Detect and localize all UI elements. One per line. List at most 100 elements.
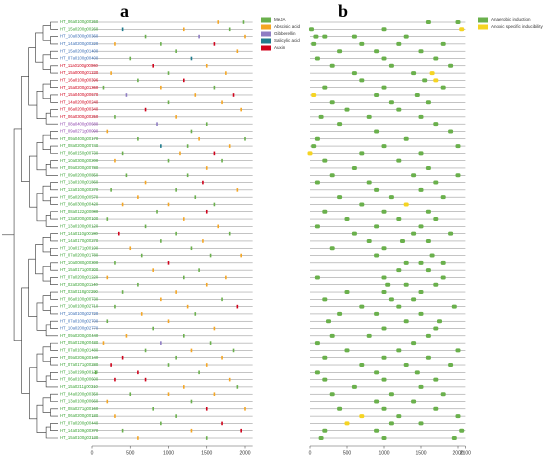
tree-branch bbox=[50, 131, 58, 140]
element-mark bbox=[322, 158, 328, 163]
gene-label: HT_10a0200g02770 bbox=[60, 326, 99, 331]
gene-label: HT_15a0200g00260 bbox=[60, 26, 99, 31]
element-mark bbox=[213, 392, 216, 397]
element-mark bbox=[175, 115, 177, 119]
element-mark bbox=[322, 428, 328, 433]
tree-branch bbox=[42, 54, 51, 70]
element-mark bbox=[374, 253, 380, 258]
tree-branch bbox=[50, 109, 58, 118]
element-mark bbox=[381, 326, 387, 331]
gene-label: HT_06a0200g00180 bbox=[60, 413, 99, 418]
element-mark bbox=[396, 158, 402, 163]
element-mark bbox=[160, 42, 162, 46]
tree-branch bbox=[50, 80, 58, 88]
element-mark bbox=[125, 93, 128, 97]
element-mark bbox=[351, 34, 357, 39]
element-mark bbox=[344, 290, 350, 295]
element-mark bbox=[213, 85, 216, 90]
gene-label: HT_03a0118g02290 bbox=[60, 289, 99, 294]
tree-branch bbox=[36, 302, 47, 331]
element-mark bbox=[322, 355, 328, 360]
gene-label: HT_13a0100g00120 bbox=[60, 223, 99, 228]
element-mark bbox=[194, 93, 197, 97]
element-mark bbox=[374, 187, 380, 192]
tree-branch bbox=[45, 164, 58, 176]
element-mark bbox=[190, 246, 193, 251]
element-mark bbox=[329, 333, 335, 338]
element-mark bbox=[418, 114, 424, 119]
element-mark bbox=[144, 377, 147, 382]
gene-label: HT_10a0300g00360 bbox=[60, 34, 99, 39]
gene-label: HT_07a0100g00400 bbox=[60, 56, 99, 61]
element-mark bbox=[359, 202, 365, 207]
tree-branch bbox=[36, 193, 47, 222]
gene-label: HT_09a0200g00850 bbox=[60, 172, 99, 177]
element-mark bbox=[418, 260, 424, 265]
gene-label: HT_15a0211g00310 bbox=[60, 384, 99, 389]
element-mark bbox=[232, 93, 235, 97]
element-mark bbox=[308, 27, 314, 32]
element-mark bbox=[322, 34, 328, 39]
tree-branch bbox=[50, 196, 58, 205]
element-mark bbox=[329, 392, 335, 397]
element-mark bbox=[381, 144, 387, 149]
element-mark bbox=[121, 202, 124, 207]
element-mark bbox=[190, 399, 193, 404]
element-mark bbox=[425, 165, 431, 170]
element-mark bbox=[152, 268, 154, 272]
gene-label: HT_06a0100g00600 bbox=[60, 377, 99, 382]
element-mark bbox=[240, 107, 242, 112]
element-mark bbox=[114, 261, 116, 265]
element-mark bbox=[459, 428, 465, 433]
tree-branch bbox=[45, 324, 58, 337]
tree-branch bbox=[50, 342, 58, 351]
element-mark bbox=[311, 92, 317, 97]
element-mark bbox=[175, 188, 177, 192]
element-mark bbox=[167, 202, 170, 207]
gene-label: HT_04a0200g00350 bbox=[60, 391, 99, 396]
gene-label: HT_14a0200g00240 bbox=[60, 99, 99, 104]
element-mark bbox=[429, 71, 435, 76]
element-mark bbox=[448, 231, 454, 236]
element-mark bbox=[388, 63, 394, 68]
element-mark bbox=[425, 238, 431, 243]
tree-branch bbox=[42, 266, 51, 282]
gene-label: HT_09a0400g00170 bbox=[60, 136, 99, 141]
element-mark bbox=[318, 436, 324, 440]
element-mark bbox=[175, 414, 177, 418]
element-mark bbox=[322, 297, 328, 302]
element-mark bbox=[221, 421, 223, 426]
gene-label: HT_09a0200g00440 bbox=[60, 333, 99, 338]
element-mark bbox=[314, 341, 320, 346]
element-mark bbox=[311, 144, 317, 149]
gene-label: HT_10a0100g02720 bbox=[60, 311, 99, 316]
element-mark bbox=[381, 355, 387, 360]
element-mark bbox=[322, 377, 328, 382]
element-mark bbox=[213, 42, 216, 46]
tree-branch bbox=[50, 262, 58, 271]
element-mark bbox=[314, 56, 320, 61]
element-mark bbox=[374, 92, 380, 97]
gene-label: HT_14a0200g00220 bbox=[60, 41, 99, 46]
element-mark bbox=[440, 85, 446, 90]
element-mark bbox=[411, 341, 417, 346]
element-mark bbox=[337, 406, 343, 411]
element-mark bbox=[425, 209, 431, 214]
legend-swatch bbox=[478, 17, 488, 23]
tree-branch bbox=[29, 155, 37, 208]
tree-branch bbox=[29, 367, 37, 420]
element-mark bbox=[175, 290, 177, 294]
tree-branch bbox=[50, 50, 58, 59]
element-mark bbox=[314, 136, 320, 141]
element-mark bbox=[374, 428, 380, 433]
gene-label: HT_16a0100g00396 bbox=[60, 77, 99, 82]
element-mark bbox=[411, 173, 417, 178]
element-mark bbox=[329, 246, 335, 251]
tick-label: 1000 bbox=[163, 450, 174, 456]
element-mark bbox=[179, 151, 181, 156]
element-mark bbox=[129, 392, 132, 397]
element-mark bbox=[433, 56, 439, 61]
gene-label: HT_09a0271g00090 bbox=[60, 129, 99, 134]
element-mark bbox=[106, 319, 109, 324]
element-mark bbox=[366, 238, 372, 243]
